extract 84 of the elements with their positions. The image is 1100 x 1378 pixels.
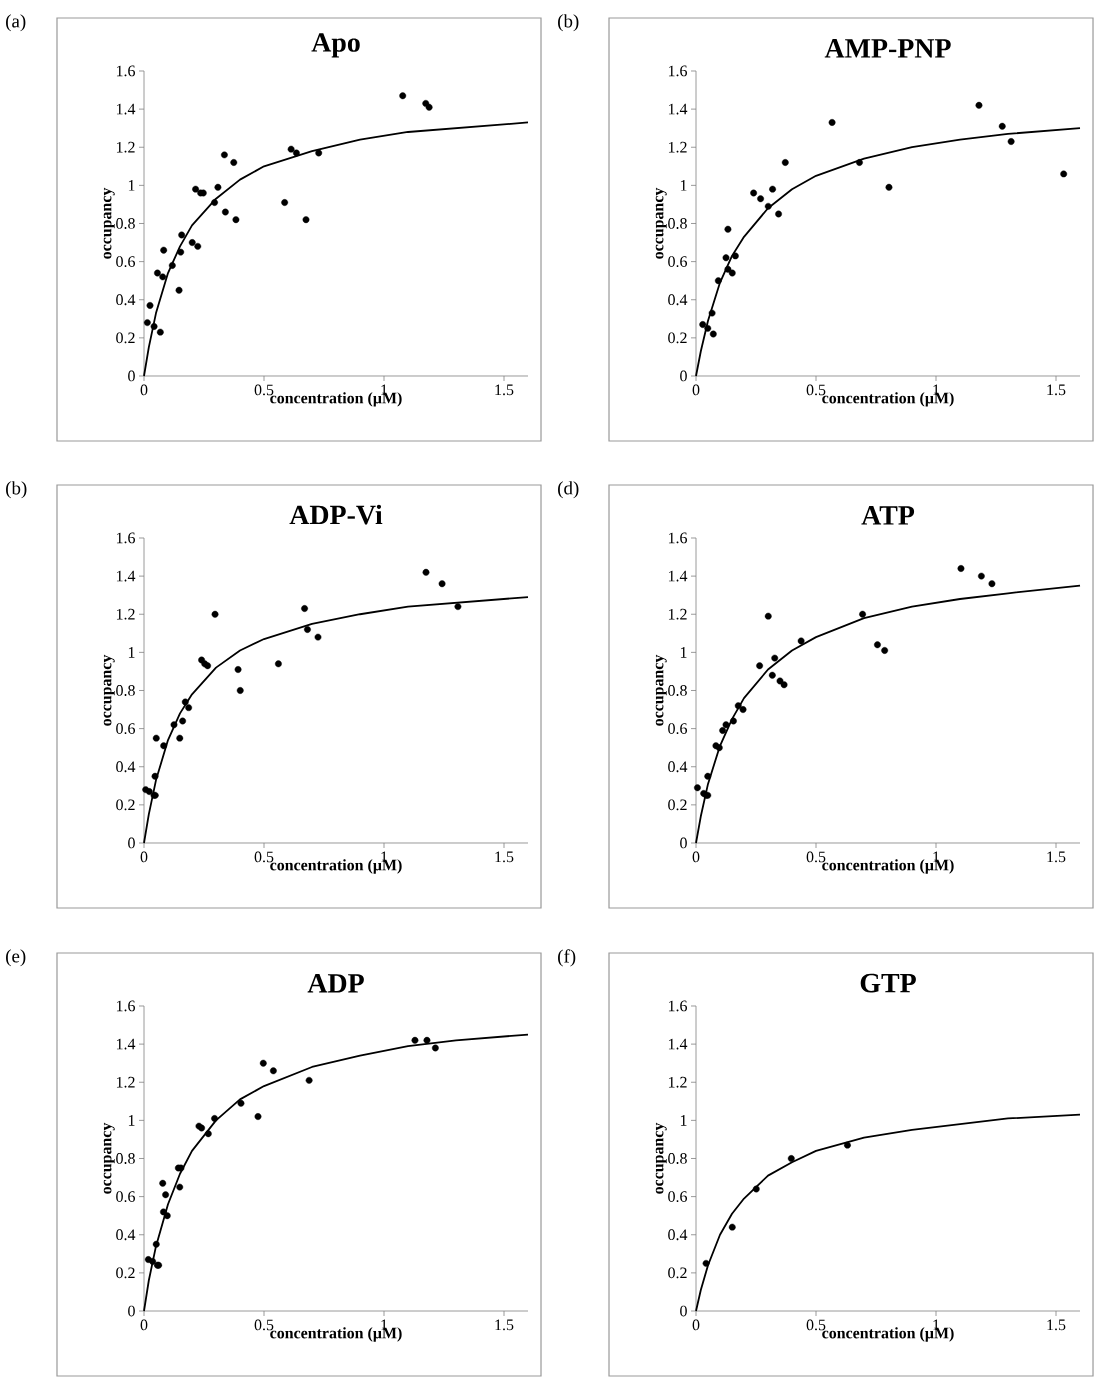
y-tick-label: 1.4	[668, 1038, 688, 1050]
x-tick-label: 1.5	[1047, 851, 1066, 863]
y-axis-title: occupancy	[655, 1122, 667, 1194]
y-tick-label: 0.4	[668, 1229, 688, 1241]
y-tick-label: 0.4	[668, 761, 688, 773]
y-tick-label: 0	[128, 837, 135, 849]
y-tick-label: 0	[680, 1305, 687, 1317]
x-tick-label: 1.5	[1047, 1319, 1066, 1331]
y-tick-label: 1	[680, 647, 687, 658]
y-tick-label: 0.2	[668, 1267, 687, 1279]
x-tick-label: 0	[140, 851, 148, 863]
y-tick-label: 0	[680, 370, 687, 382]
x-tick-label: 0	[140, 1319, 148, 1331]
y-tick-label: 1.2	[116, 1076, 135, 1088]
y-tick-label: 0.2	[116, 1267, 135, 1279]
y-axis-title: occupancy	[103, 187, 115, 259]
chart-title: Apo	[311, 33, 360, 58]
text: (b)	[6, 481, 27, 499]
y-tick-label: 1.2	[668, 1076, 687, 1088]
y-tick-label: 1	[128, 180, 135, 191]
y-tick-label: 0	[680, 837, 687, 849]
y-tick-label: 1	[680, 180, 687, 191]
x-tick-label: 1.5	[495, 384, 514, 396]
y-tick-label: 1.2	[116, 141, 135, 153]
y-tick-label: 0.6	[116, 1191, 136, 1203]
y-tick-label: 1.6	[668, 532, 688, 544]
y-tick-label: 0.6	[668, 723, 688, 735]
y-tick-label: 1.4	[668, 103, 688, 115]
y-tick-label: 1.6	[668, 1000, 688, 1012]
x-tick-label: 1.5	[495, 1319, 514, 1331]
y-tick-label: 0.2	[668, 799, 687, 811]
y-tick-label: 0.2	[668, 332, 687, 344]
y-tick-label: 0.4	[116, 294, 136, 306]
x-tick-label: 0	[692, 1319, 700, 1331]
y-tick-label: 1	[128, 1115, 135, 1126]
y-tick-label: 0.6	[116, 723, 136, 735]
y-axis-title: occupancy	[655, 187, 667, 259]
y-tick-label: 1.6	[116, 65, 136, 77]
chart-title: ATP	[861, 506, 915, 525]
y-axis-title: occupancy	[103, 654, 115, 726]
text: (f)	[558, 949, 576, 967]
x-tick-label: 0	[140, 384, 148, 396]
y-tick-label: 1	[128, 647, 135, 658]
y-tick-label: 1.2	[116, 608, 135, 620]
y-tick-label: 0.2	[116, 799, 135, 811]
y-tick-label: 1.4	[116, 103, 136, 115]
text: (a)	[6, 14, 26, 32]
chart-title: GTP	[860, 973, 916, 993]
y-tick-label: 0.4	[116, 761, 136, 773]
y-tick-label: 0.8	[668, 1153, 687, 1164]
x-tick-label: 0	[692, 851, 700, 863]
y-axis-title: occupancy	[103, 1122, 115, 1194]
x-tick-label: 1.5	[1047, 384, 1066, 396]
y-tick-label: 1	[680, 1115, 687, 1126]
text: (e)	[6, 949, 26, 967]
y-tick-label: 0.4	[668, 294, 688, 306]
y-tick-label: 0.8	[668, 685, 687, 696]
y-tick-label: 1.4	[116, 570, 136, 582]
y-tick-label: 1.4	[668, 570, 688, 582]
text: (b)	[558, 14, 579, 32]
y-tick-label: 0	[128, 1305, 135, 1317]
y-tick-label: 0.8	[668, 218, 687, 229]
chart-title: ADP-Vi	[289, 504, 383, 525]
y-tick-label: 0.6	[668, 1191, 688, 1203]
chart-title: AMP-PNP	[824, 39, 951, 58]
y-tick-label: 0.2	[116, 332, 135, 344]
y-tick-label: 0	[128, 370, 135, 382]
y-tick-label: 0.4	[116, 1229, 136, 1241]
chart-title: ADP	[307, 974, 364, 993]
y-tick-label: 1.4	[116, 1038, 136, 1050]
y-tick-label: 0.6	[668, 256, 688, 268]
y-tick-label: 1.6	[116, 532, 136, 544]
x-tick-label: 0	[692, 384, 700, 396]
y-tick-label: 1.6	[116, 1000, 136, 1012]
x-tick-label: 1.5	[495, 851, 514, 863]
y-tick-label: 1.6	[668, 65, 688, 77]
y-tick-label: 0.6	[116, 256, 136, 268]
y-tick-label: 1.2	[668, 141, 687, 153]
y-tick-label: 0.8	[116, 1153, 135, 1164]
text: (d)	[558, 481, 579, 499]
y-tick-label: 1.2	[668, 608, 687, 620]
y-tick-label: 0.8	[116, 685, 135, 696]
y-axis-title: occupancy	[655, 654, 667, 726]
y-tick-label: 0.8	[116, 218, 135, 229]
